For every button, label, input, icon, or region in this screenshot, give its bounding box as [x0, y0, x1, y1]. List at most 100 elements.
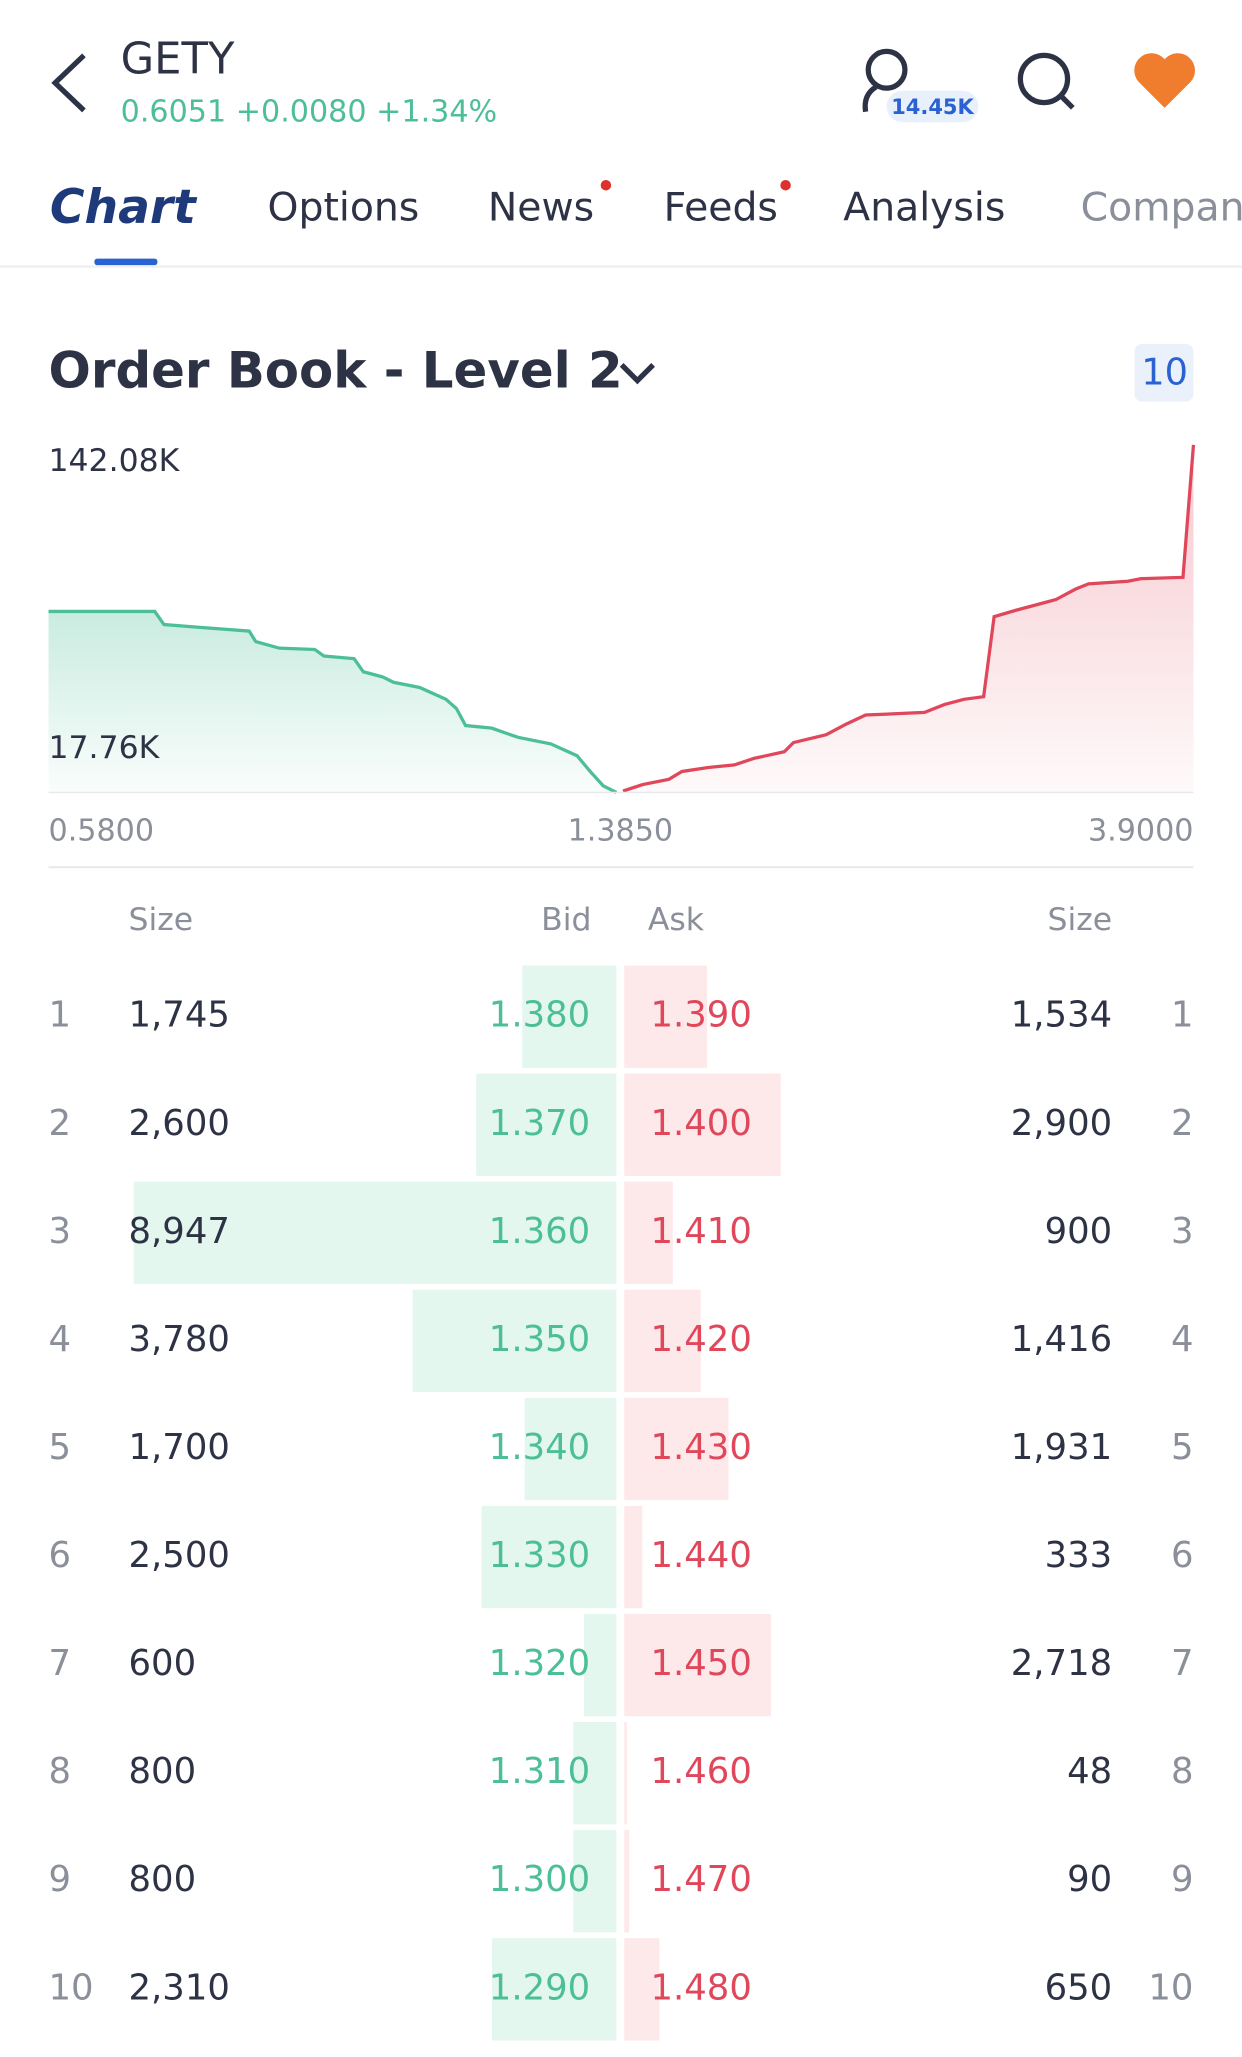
ask-size: 2,718: [1011, 1643, 1112, 1684]
ask-price: 1.460: [651, 1751, 752, 1792]
ask-size: 2,900: [1011, 1103, 1112, 1144]
bid-bar: [412, 1289, 617, 1393]
y-label: 17.76K: [49, 730, 161, 766]
levels: 10: [1141, 351, 1188, 394]
bid-bar: [522, 965, 617, 1068]
bid-bar: [584, 1613, 617, 1717]
bid-price: 1.370: [489, 1103, 590, 1144]
rank: 3: [49, 1211, 72, 1252]
bid-price: 1.290: [489, 1967, 590, 2008]
ask-bar: [624, 1397, 729, 1501]
bid-bar: [476, 1073, 617, 1176]
rank: 4: [1171, 1319, 1194, 1360]
bid-bar: [133, 1181, 617, 1284]
x-label: 3.9000: [1088, 813, 1194, 848]
section-title: Order Book - Level 2: [49, 342, 623, 400]
bid-price: 1.310: [489, 1751, 590, 1792]
symbol: GETY: [121, 34, 235, 84]
bid-price: 1.330: [489, 1535, 590, 1576]
ask-size: 1,534: [1011, 995, 1112, 1036]
bid-size: 2,500: [129, 1535, 230, 1576]
ask-bar: [624, 1505, 643, 1609]
tab[interactable]: Chart: [50, 180, 198, 235]
bid-line: [48, 609, 618, 794]
ask-price: 1.400: [651, 1103, 752, 1144]
ask-bar: [624, 1613, 771, 1717]
ask-size: 900: [1045, 1211, 1113, 1252]
rank: 2: [1171, 1103, 1194, 1144]
favorite-icon[interactable]: [1134, 53, 1195, 108]
followers-icon[interactable]: 14.45K: [862, 48, 979, 123]
x-label: 0.5800: [49, 813, 155, 848]
rank: 6: [1171, 1535, 1194, 1576]
quote: 0.6051 +0.0080 +1.34%: [121, 95, 498, 130]
bid-bar: [573, 1722, 617, 1825]
bid-area: [48, 611, 617, 793]
rank: 7: [1171, 1643, 1194, 1684]
column-header: Bid: [541, 902, 591, 938]
column-header: Ask: [648, 902, 705, 938]
ask-bar: [624, 1830, 630, 1933]
ask-area: [622, 444, 1194, 793]
ask-line: [622, 444, 1196, 793]
rank: 6: [49, 1535, 72, 1576]
bid-size: 3,780: [129, 1319, 230, 1360]
ask-bar: [624, 1181, 673, 1284]
rank: 8: [1171, 1751, 1194, 1792]
rank: 10: [1148, 1967, 1193, 2008]
ask-size: 1,931: [1011, 1427, 1112, 1468]
tab[interactable]: Company: [1081, 185, 1242, 231]
tab[interactable]: Feeds: [664, 185, 778, 231]
bid-price: 1.380: [489, 995, 590, 1036]
rank: 8: [49, 1751, 72, 1792]
ask-size: 333: [1045, 1535, 1113, 1576]
bid-size: 8,947: [129, 1211, 230, 1252]
ask-size: 48: [1067, 1751, 1112, 1792]
bid-size: 2,600: [129, 1103, 230, 1144]
ask-bar: [624, 1938, 660, 2041]
bid-bar: [491, 1938, 617, 2041]
rank: 5: [49, 1427, 72, 1468]
bid-size: 800: [129, 1751, 197, 1792]
bid-size: 1,745: [129, 995, 230, 1036]
rank: 10: [49, 1967, 94, 2008]
ask-price: 1.440: [651, 1535, 752, 1576]
rank: 4: [49, 1319, 72, 1360]
y-label: 142.08K: [49, 443, 181, 479]
tab[interactable]: Options: [268, 185, 420, 231]
ask-price: 1.450: [651, 1643, 752, 1684]
bid-price: 1.360: [489, 1211, 590, 1252]
ask-price: 1.390: [651, 995, 752, 1036]
ask-bar: [624, 1722, 627, 1825]
bid-bar: [573, 1830, 617, 1933]
tab[interactable]: News: [488, 185, 594, 231]
rank: 2: [49, 1103, 72, 1144]
followers-count: 14.45K: [891, 95, 974, 119]
ask-price: 1.470: [651, 1859, 752, 1900]
ask-bar: [624, 965, 708, 1068]
bid-size: 1,700: [129, 1427, 230, 1468]
column-header: Size: [1048, 902, 1113, 938]
rank: 7: [49, 1643, 72, 1684]
bid-price: 1.340: [489, 1427, 590, 1468]
x-label: 1.3850: [568, 813, 674, 848]
news-dot: [600, 179, 612, 191]
ask-bar: [624, 1289, 701, 1393]
rank: 5: [1171, 1427, 1194, 1468]
rank: 3: [1171, 1211, 1194, 1252]
rank: 1: [49, 995, 72, 1036]
ask-price: 1.480: [651, 1967, 752, 2008]
feeds-dot: [780, 179, 791, 191]
search-icon[interactable]: [1017, 52, 1075, 110]
tab[interactable]: Analysis: [843, 185, 1005, 231]
rank: 9: [1171, 1859, 1194, 1900]
bid-price: 1.320: [489, 1643, 590, 1684]
back-button[interactable]: [51, 53, 86, 113]
levels-badge[interactable]: [1134, 343, 1194, 402]
ask-size: 90: [1067, 1859, 1112, 1900]
rank: 1: [1171, 995, 1194, 1036]
dropdown[interactable]: [619, 363, 655, 385]
ask-price: 1.410: [651, 1211, 752, 1252]
rank: 9: [49, 1859, 72, 1900]
